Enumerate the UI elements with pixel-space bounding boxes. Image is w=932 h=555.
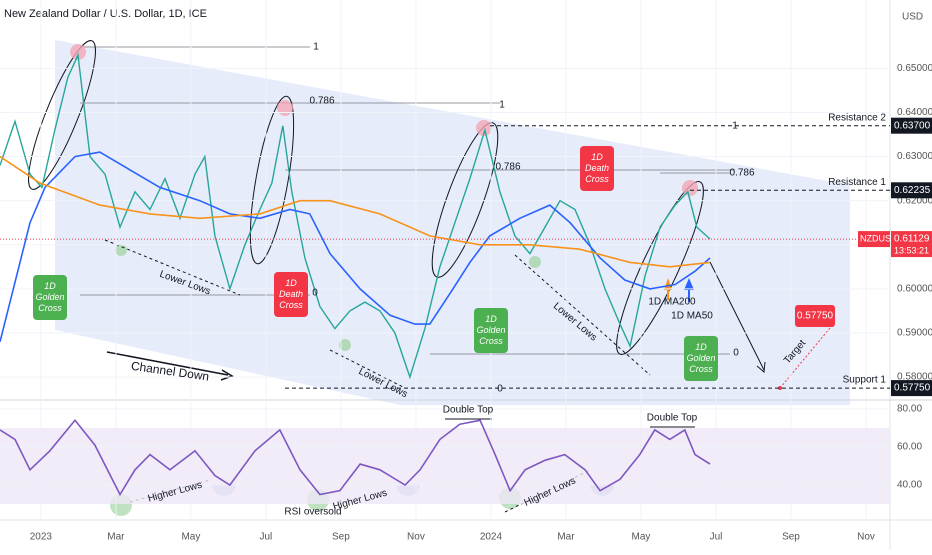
x-tick-label: 2023: [30, 532, 53, 543]
x-tick-label: Jul: [710, 532, 723, 543]
level-name: Resistance 2: [828, 112, 886, 123]
golden-cross-box: 1D Golden Cross: [684, 336, 718, 381]
annotation: 1: [313, 42, 319, 53]
golden-cross-box: 1D Golden Cross: [474, 308, 508, 353]
x-tick-label: May: [181, 532, 200, 543]
annotation: 0.786: [729, 168, 754, 179]
last-price: 0.61129: [894, 234, 930, 245]
rsi-band: [0, 427, 890, 505]
series-name-box: [858, 231, 890, 248]
x-tick-label: Nov: [857, 532, 875, 543]
annotation: 0.786: [309, 96, 334, 107]
level-name: Support 1: [843, 375, 887, 386]
level-value: 0.62235: [894, 185, 931, 196]
chart-title: New Zealand Dollar / U.S. Dollar, 1D, IC…: [4, 8, 207, 20]
x-tick-label: Sep: [782, 532, 800, 543]
annotation: Double Top: [647, 413, 698, 424]
x-tick-label: 2024: [480, 532, 503, 543]
target-box: [795, 305, 835, 327]
level-value-box: [891, 117, 932, 134]
target-value: 0.57750: [797, 311, 834, 322]
y-tick-label: 60.00: [897, 442, 922, 453]
annotation: RSI oversold: [284, 507, 341, 518]
y-tick-label: 40.00: [897, 480, 922, 491]
level-value: 0.63700: [894, 120, 931, 131]
annotation: 1: [499, 100, 505, 111]
death-cross-box: 1D Death Cross: [274, 272, 308, 317]
annotation: 0: [733, 348, 739, 359]
x-tick-label: May: [632, 532, 651, 543]
x-tick-label: Mar: [557, 532, 575, 543]
annotation: 1: [732, 121, 738, 132]
x-tick-label: Mar: [107, 532, 125, 543]
y-tick-label: 0.60000: [897, 284, 932, 295]
annotation: 1D MA50: [671, 311, 713, 322]
series-name: NZDUSD: [860, 233, 898, 243]
golden-cross-box: 1D Golden Cross: [33, 275, 67, 320]
annotation: 1D MA200: [648, 297, 696, 308]
countdown: 13:53:21: [894, 245, 929, 255]
x-tick-label: Nov: [407, 532, 425, 543]
x-tick-label: Jul: [260, 532, 273, 543]
annotation: 0.786: [495, 162, 520, 173]
series-line: [0, 155, 711, 268]
level-name: Resistance 1: [828, 177, 886, 188]
y-tick-label: 0.58000: [897, 372, 932, 383]
y-tick-label: 0.64000: [897, 107, 932, 118]
series-line: [0, 151, 711, 342]
y-tick-label: 0.59000: [897, 328, 932, 339]
x-tick-label: Sep: [332, 532, 350, 543]
death-cross-box: 1D Death Cross: [580, 146, 614, 191]
level-value: 0.57750: [894, 383, 931, 394]
y-tick-label: 0.65000: [897, 63, 932, 74]
level-value-box: [891, 380, 932, 397]
y-tick-label: 80.00: [897, 404, 922, 415]
series-line: [0, 419, 711, 497]
last-price-box: [891, 231, 932, 258]
level-value-box: [891, 182, 932, 199]
annotation: 0: [497, 384, 503, 395]
annotation: 0: [312, 288, 318, 299]
y-tick-label: 0.62000: [897, 195, 932, 206]
annotation: Double Top: [443, 405, 494, 416]
series-line: [0, 52, 711, 380]
y-tick-label: 0.63000: [897, 151, 932, 162]
currency-label: USD: [902, 12, 923, 23]
